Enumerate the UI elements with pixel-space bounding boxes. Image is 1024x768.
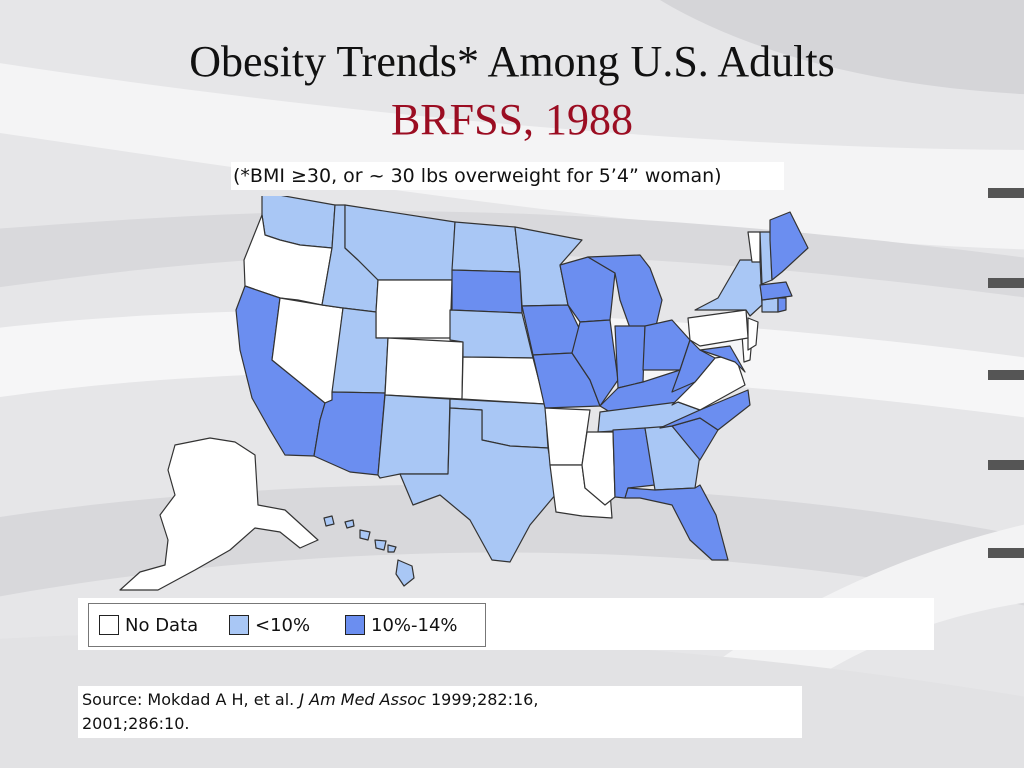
slide-edge-tab — [988, 460, 1024, 470]
source-prefix: Source: Mokdad A H, et al. — [82, 690, 299, 709]
state-AK — [120, 438, 318, 590]
legend-item-no-data: No Data — [99, 614, 198, 636]
slide-edge-tab — [988, 370, 1024, 380]
state-ND — [452, 222, 520, 272]
slide-title: Obesity Trends* Among U.S. Adults — [0, 36, 1024, 88]
legend-label: <10% — [255, 615, 310, 636]
legend-item-10-14: 10%-14% — [345, 614, 458, 636]
map-legend: No Data <10% 10%-14% — [88, 603, 486, 647]
state-NE — [450, 310, 533, 358]
legend-label: 10%-14% — [371, 615, 458, 636]
legend-swatch-no-data — [99, 615, 119, 635]
state-SD — [452, 270, 522, 313]
source-suffix: 1999;282:16, — [426, 690, 539, 709]
state-RI — [778, 298, 786, 312]
source-line-2: 2001;286:10. — [82, 714, 189, 733]
state-KS — [462, 357, 545, 404]
states-layer — [120, 196, 808, 590]
source-journal: J Am Med Assoc — [299, 690, 426, 709]
state-WY — [376, 280, 452, 338]
legend-swatch-under-10 — [229, 615, 249, 635]
legend-label: No Data — [125, 615, 198, 636]
state-IN — [615, 326, 645, 388]
source-citation: Source: Mokdad A H, et al. J Am Med Asso… — [78, 686, 802, 738]
state-NM — [378, 395, 450, 478]
slide-subtitle: BRFSS, 1988 — [0, 94, 1024, 146]
bmi-footnote: (*BMI ≥30, or ~ 30 lbs overweight for 5’… — [231, 162, 784, 190]
legend-item-under-10: <10% — [229, 614, 310, 636]
state-NJ — [748, 318, 758, 350]
slide-edge-tab — [988, 548, 1024, 558]
legend-swatch-10-14 — [345, 615, 365, 635]
state-AZ — [314, 392, 385, 475]
us-obesity-map — [110, 196, 830, 596]
state-MA — [760, 282, 792, 300]
state-FL — [625, 485, 728, 560]
state-PA — [688, 310, 748, 346]
state-NY — [695, 260, 762, 316]
state-VT — [748, 232, 760, 262]
slide-edge-tab — [988, 278, 1024, 288]
state-ME — [770, 212, 808, 280]
state-CO — [385, 338, 463, 399]
slide-edge-tab — [988, 188, 1024, 198]
state-HI — [324, 516, 414, 586]
